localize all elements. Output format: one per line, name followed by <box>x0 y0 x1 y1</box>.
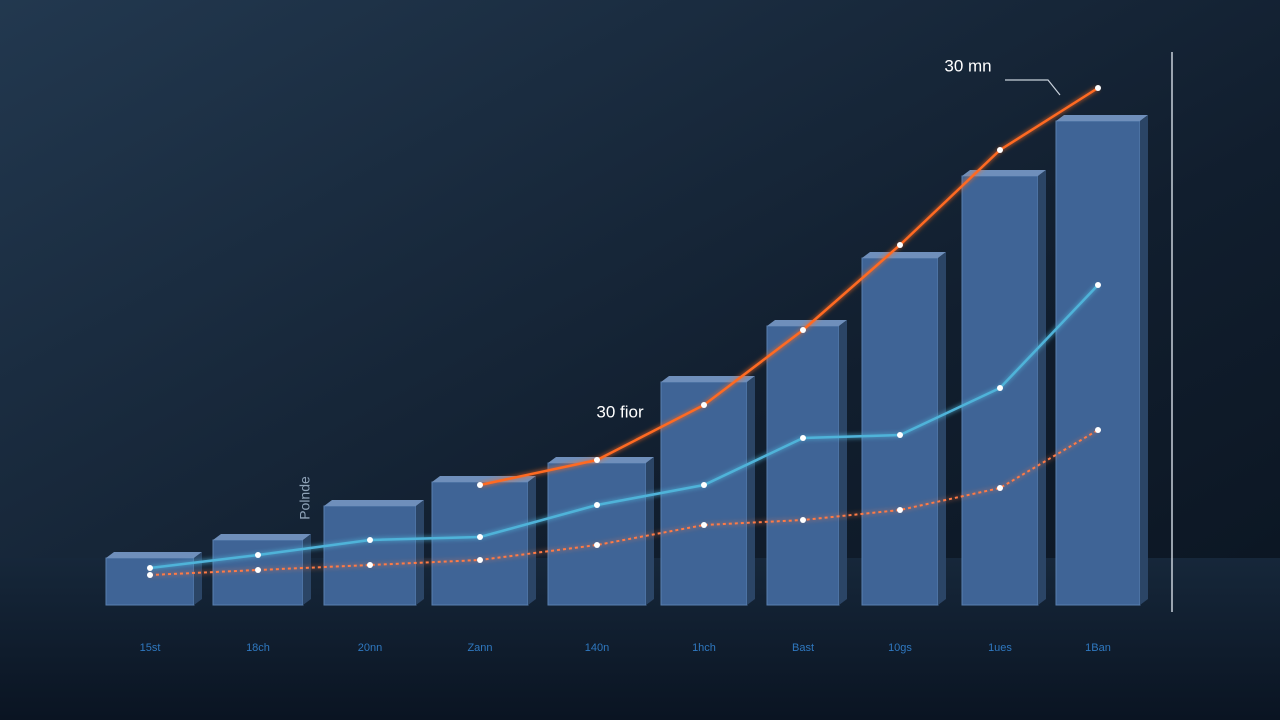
x-tick-label: 20nn <box>358 642 382 654</box>
bar <box>660 381 748 606</box>
leader-line <box>1005 79 1061 96</box>
line <box>149 284 1099 570</box>
bar-side <box>839 320 847 605</box>
bar <box>323 505 417 606</box>
line-point <box>1095 85 1101 91</box>
line-point <box>1095 282 1101 288</box>
line-point <box>255 552 261 558</box>
line-point <box>897 432 903 438</box>
line-point <box>897 242 903 248</box>
line-point <box>477 534 483 540</box>
bar-side <box>646 457 654 605</box>
line-point <box>147 565 153 571</box>
bar-side <box>416 500 424 605</box>
line-point <box>701 402 707 408</box>
bar-side <box>303 534 311 605</box>
line-point <box>477 482 483 488</box>
bar <box>766 325 840 606</box>
annotation: 30 fior <box>596 402 644 421</box>
annotation: Polnde <box>297 476 313 520</box>
x-tick-label: 140n <box>585 642 609 654</box>
line-point <box>594 457 600 463</box>
bar-side <box>528 476 536 605</box>
bar-top <box>548 457 654 463</box>
line-point <box>800 327 806 333</box>
line-point <box>367 562 373 568</box>
bar-top <box>106 552 202 558</box>
line-point <box>701 482 707 488</box>
line-point <box>997 385 1003 391</box>
bar-side <box>747 376 755 605</box>
line-point <box>897 507 903 513</box>
line-point <box>477 557 483 563</box>
x-tick-label: 1Ban <box>1085 642 1111 654</box>
x-tick-label: Zann <box>467 642 492 654</box>
bar-top <box>862 252 946 258</box>
line-point <box>800 517 806 523</box>
bar <box>547 462 647 606</box>
bar <box>1055 120 1141 606</box>
x-tick-label: 1hch <box>692 642 716 654</box>
bar-top <box>962 170 1046 176</box>
line-point <box>997 485 1003 491</box>
bar-top <box>1056 115 1148 121</box>
line-point <box>255 567 261 573</box>
line-point <box>147 572 153 578</box>
line-point <box>997 147 1003 153</box>
line-point <box>701 522 707 528</box>
line-point <box>1095 427 1101 433</box>
bar <box>431 481 529 606</box>
bar-side <box>1038 170 1046 605</box>
line-point <box>800 435 806 441</box>
line-point <box>367 537 373 543</box>
line-point <box>594 502 600 508</box>
bar-top <box>661 376 755 382</box>
x-tick-label: 18ch <box>246 642 270 654</box>
x-tick-label: 1ues <box>988 642 1012 654</box>
bar-side <box>938 252 946 605</box>
bar <box>861 257 939 606</box>
x-tick-label: Bast <box>792 642 814 654</box>
line-point <box>594 542 600 548</box>
annotation: 30 mn <box>944 56 991 75</box>
bar-side <box>1140 115 1148 605</box>
bar-top <box>324 500 424 506</box>
x-tick-label: 10gs <box>888 642 912 654</box>
bar-side <box>194 552 202 605</box>
x-tick-label: 15st <box>140 642 161 654</box>
line <box>149 429 1099 576</box>
bar-top <box>213 534 311 540</box>
bar-top <box>767 320 847 326</box>
